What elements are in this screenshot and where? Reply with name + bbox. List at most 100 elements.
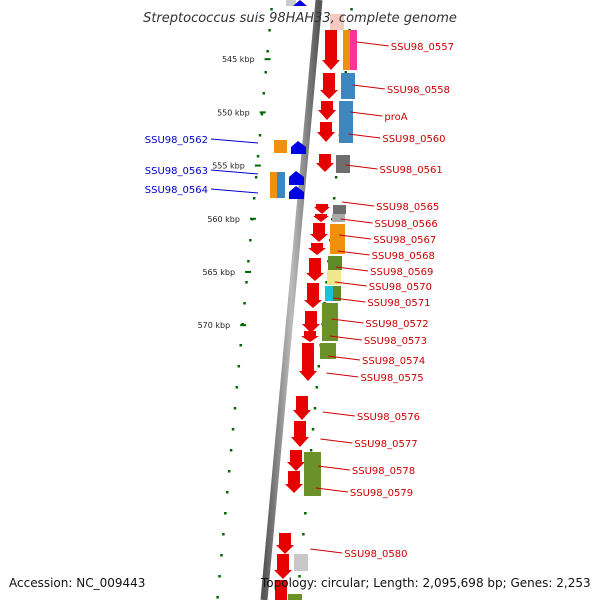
gene-label[interactable]: SSU98_0568: [372, 251, 435, 262]
gene-arrow-minus: [276, 533, 294, 554]
cog-block: [339, 101, 353, 143]
gene-arrow-plus: [293, 0, 307, 6]
gene-label[interactable]: SSU98_0574: [362, 356, 425, 367]
gene-label[interactable]: SSU98_0573: [364, 336, 427, 347]
gene-arrow-minus: [313, 214, 329, 222]
minor-tick-dot: [218, 575, 221, 578]
minor-tick-dot: [245, 281, 248, 284]
gene-label[interactable]: SSU98_0572: [365, 319, 428, 330]
minor-tick-dot: [231, 428, 235, 431]
gene-label-leader: [331, 318, 364, 324]
minor-tick-dot: [241, 323, 244, 326]
cog-block: [277, 172, 285, 198]
cog-block: [333, 286, 341, 301]
gene-label[interactable]: SSU98_0567: [373, 235, 436, 246]
cog-block: [322, 303, 338, 341]
plus-strand-features: [289, 0, 307, 199]
gene-arrow-minus: [306, 258, 324, 281]
gene-arrow-minus: [285, 471, 303, 493]
gene-arrow-minus: [320, 73, 338, 99]
cog-block: [286, 0, 296, 6]
minor-tick-dot: [237, 365, 241, 368]
cog-block: [320, 343, 336, 359]
cog-block: [288, 594, 302, 600]
gene-label-leader: [350, 111, 383, 117]
gene-label-leader: [340, 218, 373, 224]
gene-arrow-minus: [274, 554, 292, 579]
kbp-tick-label: 560 kbp: [207, 215, 240, 224]
gene-label-leader: [348, 133, 381, 139]
gene-label[interactable]: SSU98_0576: [357, 412, 420, 423]
minor-tick-dot: [298, 575, 301, 578]
gene-arrow-minus: [302, 311, 320, 333]
minor-tick-dot: [239, 344, 242, 347]
gene-label[interactable]: SSU98_0570: [369, 282, 432, 293]
kbp-ticks: 545 kbp 550 kbp 555 kbp 560 kbp 565 kbp 570 k…: [198, 55, 271, 330]
gene-arrow-minus: [308, 243, 326, 255]
gene-label[interactable]: SSU98_0569: [370, 267, 433, 278]
gene-label[interactable]: proA: [384, 112, 407, 123]
cog-block: [328, 256, 342, 270]
minor-tick-dot: [309, 449, 313, 452]
gene-label-leader: [333, 297, 366, 303]
gene-label-leader: [337, 250, 370, 256]
cog-block: [343, 30, 350, 70]
gene-label-leader: [334, 281, 367, 287]
gene-arrow-minus: [310, 223, 328, 242]
minor-tick-dot: [247, 260, 250, 263]
gene-label[interactable]: SSU98_0560: [382, 134, 445, 145]
gene-label[interactable]: SSU98_0575: [360, 373, 423, 384]
kbp-tick-label: 550 kbp: [217, 108, 250, 117]
gene-arrow-minus: [287, 450, 305, 471]
minor-tick-dot: [262, 92, 266, 95]
minor-tick-dot: [264, 71, 267, 74]
minor-tick-dot: [334, 176, 338, 179]
left-gene-labels: SSU98_0562 SSU98_0563 SSU98_0564: [145, 135, 259, 196]
minor-tick-dot: [344, 71, 347, 74]
minor-tick-dot: [315, 386, 319, 389]
gene-arrow-minus: [314, 204, 330, 214]
topology-summary: Topology: circular; Length: 2,095,698 bp…: [260, 576, 591, 590]
cog-block: [330, 14, 344, 30]
gene-label[interactable]: SSU98_0580: [344, 549, 407, 560]
gene-label[interactable]: SSU98_0564: [145, 185, 208, 196]
gene-label[interactable]: SSU98_0577: [354, 439, 417, 450]
gene-label-leader: [320, 438, 353, 444]
minor-tick-dot: [270, 8, 273, 11]
gene-arrow-plus: [289, 171, 304, 185]
gene-label[interactable]: SSU98_0566: [375, 219, 438, 230]
minor-tick-dot: [325, 281, 328, 284]
gene-label[interactable]: SSU98_0558: [387, 85, 450, 96]
gene-label-leader: [352, 84, 385, 90]
gene-arrow-minus: [322, 30, 340, 70]
gene-label-leader: [339, 234, 372, 240]
minor-tick-dot: [260, 113, 264, 116]
minor-tick-dot: [222, 533, 225, 536]
gene-label-leader: [210, 169, 259, 175]
gene-label-leader: [322, 411, 355, 417]
gene-label[interactable]: SSU98_0579: [350, 488, 413, 499]
gene-arrow-minus: [293, 396, 311, 420]
gene-label[interactable]: SSU98_0565: [376, 202, 439, 213]
gene-label[interactable]: SSU98_0563: [145, 166, 208, 177]
gene-arrow-minus: [316, 154, 334, 172]
gene-label[interactable]: SSU98_0562: [145, 135, 208, 146]
gene-label[interactable]: SSU98_0571: [367, 298, 430, 309]
gene-label-leader: [356, 41, 389, 47]
cog-block: [350, 30, 357, 70]
minor-tick-dot: [302, 533, 305, 536]
minor-tick-dot: [249, 239, 252, 242]
gene-label[interactable]: SSU98_0578: [352, 466, 415, 477]
minor-tick-dot: [268, 29, 271, 32]
gene-label[interactable]: SSU98_0557: [391, 42, 454, 53]
kbp-tick-label: 555 kbp: [212, 162, 245, 171]
cog-block: [304, 452, 321, 496]
gene-label[interactable]: SSU98_0561: [380, 165, 443, 176]
kbp-tick-label: 565 kbp: [202, 268, 235, 277]
cog-block: [294, 554, 308, 571]
minor-tick-dot: [216, 596, 219, 599]
dna-backbone: [260, 0, 323, 600]
annotation-blocks: [270, 0, 357, 600]
gene-label-leader: [342, 201, 375, 207]
